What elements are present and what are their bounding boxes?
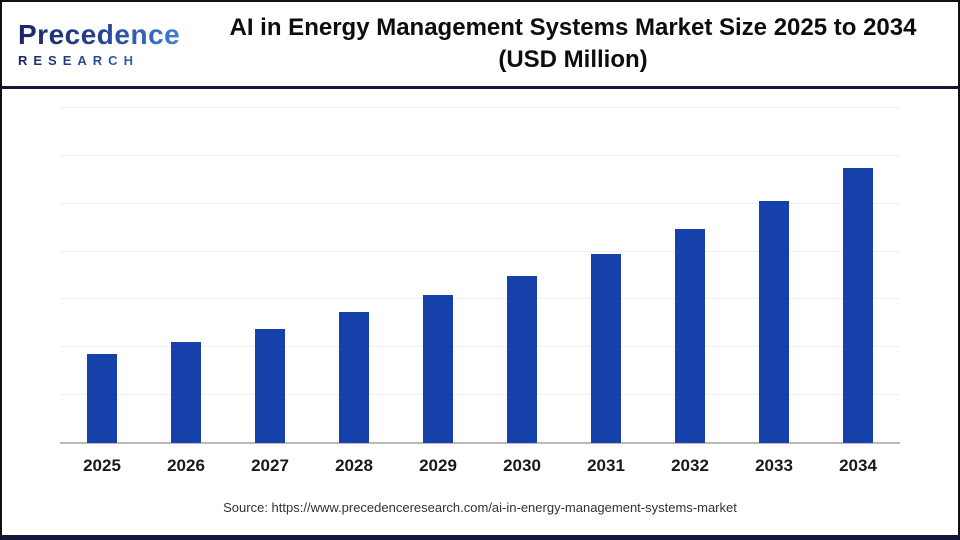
gridline	[60, 298, 900, 300]
x-tick-label-2034: 2034	[839, 456, 877, 475]
bar-2032	[675, 228, 705, 443]
logo-wordmark: Precedence	[18, 20, 202, 49]
header-separator	[2, 86, 958, 89]
bar-2028	[339, 312, 369, 443]
bar-cell-2029	[396, 108, 480, 443]
bar-2029	[423, 294, 453, 443]
title-area: AI in Energy Management Systems Market S…	[202, 12, 958, 76]
bar-cell-2033	[732, 108, 816, 443]
chart-title-line1: AI in Energy Management Systems Market S…	[229, 14, 917, 41]
x-tick-label-2030: 2030	[503, 456, 541, 475]
bar-2031	[591, 254, 621, 443]
bar-2033	[759, 201, 789, 443]
bars-group	[60, 108, 900, 443]
x-axis-line	[60, 442, 900, 444]
gridline	[60, 394, 900, 396]
bar-2026	[171, 342, 201, 443]
chart-area: 2025 2026 2027 2028 2029 2030 2031 2032 2033 2034…	[2, 107, 958, 515]
bar-cell-2034	[816, 108, 900, 443]
bar-cell-2030	[480, 108, 564, 443]
bar-2025	[87, 353, 117, 443]
bar-cell-2032	[648, 108, 732, 443]
precedence-logo: Precedence RESEARCH	[2, 20, 202, 68]
x-axis-labels: 2025 2026 2027 2028 2029 2030 2031 2032 2033 2034	[60, 443, 900, 476]
x-tick-label-2025: 2025	[83, 456, 121, 475]
header: Precedence RESEARCH AI in Energy Managem…	[2, 2, 958, 86]
x-tick-label-2026: 2026	[167, 456, 205, 475]
bar-2034	[843, 167, 873, 443]
bar-cell-2027	[228, 108, 312, 443]
chart-title-line2: (USD Million)	[498, 46, 648, 73]
logo-subtitle: RESEARCH	[18, 53, 202, 68]
gridline	[60, 202, 900, 204]
x-tick-label-2029: 2029	[419, 456, 457, 475]
bar-cell-2028	[312, 108, 396, 443]
plot-area	[60, 107, 900, 444]
x-tick-label-2031: 2031	[587, 456, 625, 475]
gridline	[60, 154, 900, 156]
bar-2027	[255, 329, 285, 443]
x-tick-label-2032: 2032	[671, 456, 709, 475]
chart-title: AI in Energy Management Systems Market S…	[202, 12, 944, 76]
bar-cell-2031	[564, 108, 648, 443]
gridline	[60, 346, 900, 348]
x-tick-label-2027: 2027	[251, 456, 289, 475]
x-tick-label-2033: 2033	[755, 456, 793, 475]
bar-2030	[507, 275, 537, 443]
gridline	[60, 250, 900, 252]
source-note: Source: https://www.precedenceresearch.c…	[223, 500, 737, 515]
gridline	[60, 107, 900, 108]
bar-cell-2025	[60, 108, 144, 443]
x-tick-label-2028: 2028	[335, 456, 373, 475]
bar-cell-2026	[144, 108, 228, 443]
